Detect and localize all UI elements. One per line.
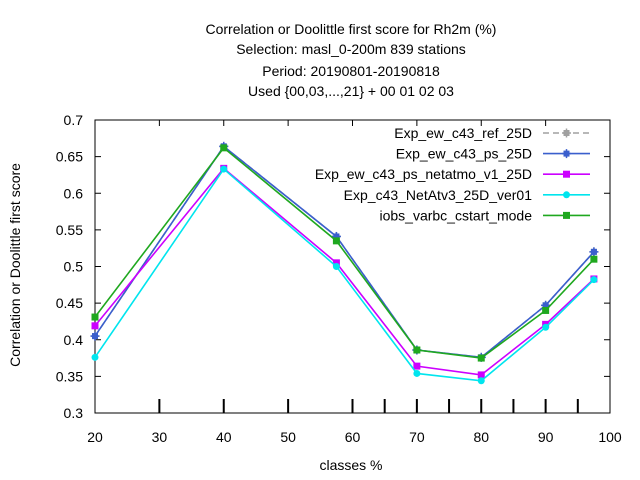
series-layer: [90, 141, 599, 385]
title-line: Used {00,03,...,21} + 00 01 02 03: [248, 83, 454, 99]
point: [563, 211, 570, 219]
legend-entry: iobs_varbc_cstart_mode: [379, 207, 590, 223]
point: [220, 144, 228, 152]
point: [91, 353, 99, 361]
y-tick-label: 0.4: [64, 332, 84, 348]
point: [477, 377, 485, 385]
y-tick-label: 0.7: [64, 112, 84, 128]
point: [91, 313, 99, 321]
chart-title: Correlation or Doolittle first score for…: [206, 21, 497, 99]
legend-label: Exp_c43_NetAtv3_25D_ver01: [344, 187, 533, 203]
y-tick-label: 0.35: [56, 368, 83, 384]
x-tick-label: 100: [598, 429, 622, 445]
axes: [94, 119, 611, 414]
x-tick-label: 70: [409, 429, 425, 445]
point: [563, 170, 570, 178]
x-tick-label: 60: [345, 429, 361, 445]
legend-entry: Exp_ew_c43_ps_netatmo_v1_25D: [315, 166, 590, 182]
legend-entry: Exp_ew_c43_ps_25D: [396, 146, 590, 162]
point: [589, 247, 599, 257]
axis-ticks: 0.3 0.35 0.4 0.45 0.5 0.55 0.6 0.65 0.7 20 30 40 50 6…: [56, 112, 622, 445]
point: [477, 371, 485, 379]
legend-label: iobs_varbc_cstart_mode: [379, 207, 532, 223]
x-tick-label: 20: [87, 429, 103, 445]
legend-entry: Exp_ew_c43_ref_25D: [394, 125, 590, 141]
point: [477, 354, 485, 362]
y-tick-label: 0.5: [64, 259, 84, 275]
legend-entry: Exp_c43_NetAtv3_25D_ver01: [344, 187, 590, 203]
point: [91, 322, 99, 330]
point: [413, 362, 421, 370]
point: [542, 306, 550, 314]
y-tick-label: 0.45: [56, 295, 83, 311]
x-tick-label: 40: [216, 429, 232, 445]
x-tick-label: 80: [473, 429, 489, 445]
point: [413, 346, 421, 354]
x-tick-label: 50: [280, 429, 296, 445]
point: [413, 369, 421, 377]
y-tick-label: 0.6: [64, 185, 84, 201]
legend-label: Exp_ew_c43_ps_netatmo_v1_25D: [315, 166, 532, 182]
x-tick-label: 90: [538, 429, 554, 445]
point: [562, 149, 571, 159]
point: [590, 276, 598, 284]
series-iobs_varbc_cstart_mode: [91, 144, 598, 362]
series-Exp_c43_NetAtv3_25D_ver01: [91, 165, 598, 385]
point: [590, 255, 598, 263]
point: [562, 128, 571, 138]
x-tick-label: 30: [152, 429, 168, 445]
x-axis-label: classes %: [319, 457, 382, 473]
title-line: Period: 20190801-20190818: [262, 63, 440, 79]
y-tick-label: 0.55: [56, 222, 83, 238]
y-tick-label: 0.3: [64, 405, 84, 421]
point: [332, 259, 340, 267]
y-axis-label: Correlation or Doolittle first score: [7, 163, 23, 367]
title-line: Selection: masl_0-200m 839 stations: [236, 41, 466, 57]
point: [563, 191, 570, 199]
plot-frame: [94, 119, 611, 414]
point: [332, 237, 340, 245]
legend-label: Exp_ew_c43_ref_25D: [394, 125, 532, 141]
point: [332, 263, 340, 270]
title-line: Correlation or Doolittle first score for…: [206, 21, 497, 37]
legend-label: Exp_ew_c43_ps_25D: [396, 146, 532, 162]
point: [542, 323, 550, 331]
y-tick-label: 0.65: [56, 149, 83, 165]
point: [90, 331, 100, 341]
legend: Exp_ew_c43_ref_25D Exp_ew_c43_ps_25D Exp_e…: [315, 125, 590, 223]
point: [220, 165, 228, 173]
